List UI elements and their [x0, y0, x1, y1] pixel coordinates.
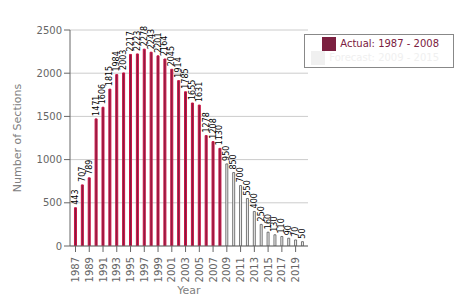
svg-text:160: 160	[263, 213, 273, 230]
svg-text:2007: 2007	[208, 257, 219, 282]
svg-text:2005: 2005	[194, 257, 205, 282]
svg-text:1631: 1631	[195, 82, 204, 102]
html-text:Actual: 1987 - 2008: Actual: 1987 - 2008	[340, 38, 439, 49]
svg-text:2045: 2045	[167, 46, 177, 67]
svg-text:2015: 2015	[263, 257, 274, 282]
svg-text:500: 500	[43, 197, 62, 208]
svg-text:0: 0	[56, 241, 62, 252]
svg-text:2001: 2001	[166, 257, 177, 282]
svg-text:2278: 2278	[139, 25, 149, 47]
svg-text:1984: 1984	[112, 51, 122, 72]
svg-text:700: 700	[236, 167, 246, 183]
svg-text:2243: 2243	[146, 28, 156, 50]
svg-text:130: 130	[270, 216, 280, 232]
svg-text:50: 50	[298, 228, 307, 238]
svg-text:789: 789	[85, 160, 94, 175]
svg-text:2223: 2223	[132, 30, 142, 51]
svg-text:Number of Sections: Number of Sections	[11, 84, 24, 193]
svg-text:850: 850	[229, 154, 239, 170]
svg-text:1208: 1208	[208, 118, 218, 139]
svg-text:2201: 2201	[153, 32, 163, 53]
svg-text:1815: 1815	[105, 65, 115, 87]
svg-text:1785: 1785	[181, 68, 190, 89]
svg-text:1995: 1995	[125, 257, 136, 282]
svg-text:1914: 1914	[174, 57, 184, 78]
svg-text:1997: 1997	[139, 257, 150, 282]
svg-text:70: 70	[291, 226, 301, 237]
svg-text:400: 400	[249, 193, 259, 209]
svg-text:1471: 1471	[91, 95, 101, 116]
svg-text:2000: 2000	[37, 68, 62, 79]
svg-text:2500: 2500	[37, 25, 62, 36]
svg-text:1991: 1991	[98, 257, 109, 282]
svg-text:250: 250	[256, 206, 266, 222]
svg-text:707: 707	[77, 166, 87, 182]
svg-text:1130: 1130	[215, 125, 224, 145]
svg-text:550: 550	[242, 180, 252, 196]
svg-text:2164: 2164	[160, 35, 170, 56]
svg-text:90: 90	[284, 225, 294, 236]
svg-text:1000: 1000	[37, 154, 62, 165]
svg-text:2011: 2011	[235, 257, 246, 282]
svg-text:2009: 2009	[221, 257, 232, 282]
svg-text:1655: 1655	[187, 79, 197, 100]
svg-text:1987: 1987	[70, 257, 81, 282]
svg-text:1993: 1993	[111, 257, 122, 282]
svg-text:1999: 1999	[153, 257, 164, 282]
svg-text:2019: 2019	[290, 257, 301, 282]
svg-text:1500: 1500	[37, 111, 62, 122]
svg-text:443: 443	[71, 189, 80, 204]
svg-text:110: 110	[277, 218, 287, 234]
svg-text:2013: 2013	[249, 257, 260, 282]
svg-text:2217: 2217	[126, 31, 135, 52]
svg-text:1278: 1278	[201, 112, 211, 133]
svg-text:950: 950	[222, 145, 232, 161]
html-text:Forecast: 2009 - 2015: Forecast: 2009 - 2015	[329, 52, 439, 63]
svg-text:1989: 1989	[84, 257, 95, 282]
svg-text:2017: 2017	[276, 257, 287, 282]
svg-text:Year: Year	[176, 284, 201, 297]
svg-text:1606: 1606	[98, 83, 108, 105]
svg-text:2003: 2003	[180, 257, 191, 282]
svg-text:2003: 2003	[119, 50, 128, 70]
